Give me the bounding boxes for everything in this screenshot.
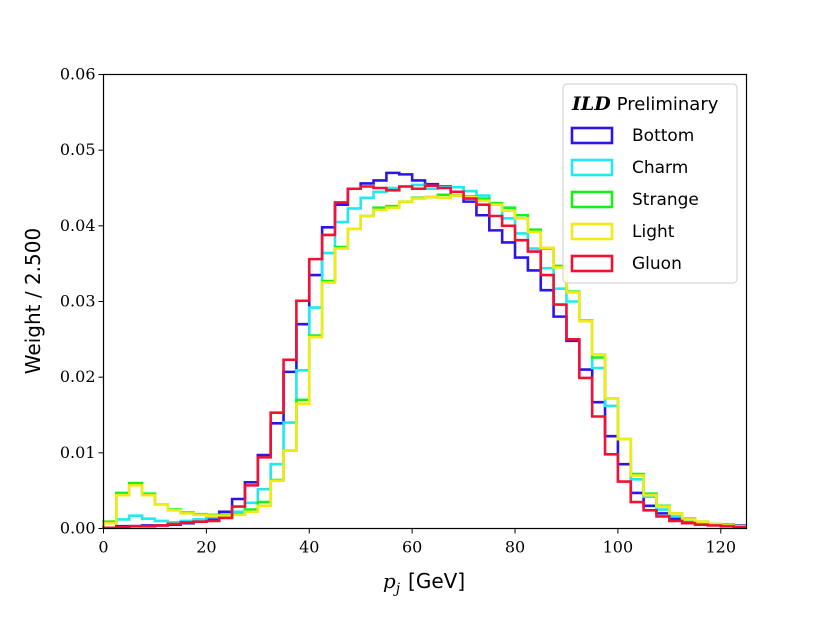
ticks-layer: 0.00 0.01 0.02 0.03 0.04 0.05 0.06 0 20 40 60 80 100… <box>60 65 736 557</box>
legend-label-charm: Charm <box>632 158 688 178</box>
series-charm <box>102 183 747 529</box>
x-tick-label: 60 <box>402 538 422 557</box>
legend-swatch-bottom <box>570 126 614 145</box>
legend-title-ild: ILD <box>571 93 611 115</box>
legend-swatch-light <box>570 222 614 241</box>
y-tick-label: 0.05 <box>60 140 96 159</box>
legend-title: ILD Preliminary <box>571 93 719 115</box>
x-axis-label-sub: j <box>393 581 401 597</box>
y-tick-label: 0.01 <box>60 443 96 462</box>
y-tick-label: 0.02 <box>60 367 96 386</box>
x-tick-label: 100 <box>603 538 634 557</box>
series-gluon <box>102 184 747 530</box>
legend-swatch-gluon <box>570 254 614 273</box>
x-tick-label: 80 <box>505 538 525 557</box>
legend-swatch-strange <box>570 190 614 209</box>
x-tick-label: 20 <box>196 538 216 557</box>
legend-label-strange: Strange <box>632 190 699 210</box>
legend-title-preliminary: Preliminary <box>617 94 719 115</box>
y-tick-label: 0.03 <box>60 292 96 311</box>
y-tick-label: 0.04 <box>60 216 96 235</box>
legend-entries: Bottom Charm Strange Light Gluon <box>570 126 699 274</box>
x-tick-label: 0 <box>98 538 108 557</box>
x-axis-label-unit: [GeV] <box>408 569 465 593</box>
series-light <box>102 194 747 529</box>
y-axis-label: Weight / 2.500 <box>21 228 45 374</box>
x-tick-label: 40 <box>299 538 319 557</box>
legend-label-light: Light <box>632 222 675 242</box>
legend-label-bottom: Bottom <box>632 126 694 146</box>
x-axis-label-math: p <box>383 569 396 593</box>
x-axis-label: pj [GeV] <box>383 569 465 597</box>
y-tick-label: 0.00 <box>60 519 96 538</box>
legend-swatch-charm <box>570 158 614 177</box>
legend-label-gluon: Gluon <box>632 254 682 274</box>
legend: ILD Preliminary Bottom Charm Strange Light Gl… <box>562 83 738 284</box>
legend-box <box>562 83 738 284</box>
series-layer <box>102 171 747 530</box>
y-tick-label: 0.06 <box>60 65 96 84</box>
x-tick-label: 120 <box>706 538 737 557</box>
